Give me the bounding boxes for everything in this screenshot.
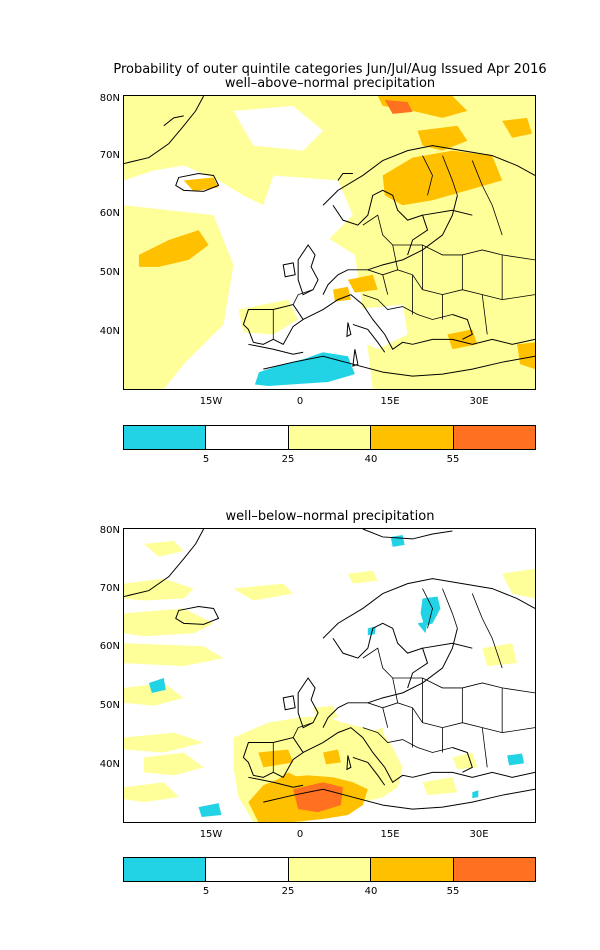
colorbar-seg-lt5 xyxy=(124,858,207,881)
lon-label-15w: 15W xyxy=(199,396,223,407)
prob-shading xyxy=(124,96,535,389)
colorbar-below xyxy=(123,857,536,882)
colorbar-label-25: 25 xyxy=(281,886,295,897)
lat-label-60n: 60N xyxy=(99,641,120,652)
colorbar-seg-25-40 xyxy=(288,858,372,881)
colorbar-label-55: 55 xyxy=(446,886,460,897)
lat-label-80n: 80N xyxy=(99,525,120,536)
colorbar-seg-5-25 xyxy=(206,858,289,881)
lat-label-40n: 40N xyxy=(99,326,120,337)
colorbar-seg-gt55 xyxy=(453,426,536,449)
colorbar-label-5: 5 xyxy=(202,886,210,897)
colorbar-label-40: 40 xyxy=(364,886,378,897)
panel-below-subtitle: well–below–normal precipitation xyxy=(225,509,435,524)
colorbar-label-40: 40 xyxy=(364,454,378,465)
colorbar-seg-40-55 xyxy=(371,426,454,449)
lat-label-50n: 50N xyxy=(99,267,120,278)
colorbar-seg-lt5 xyxy=(124,426,207,449)
map-below xyxy=(123,528,536,823)
colorbar-above xyxy=(123,425,536,450)
lat-label-50n: 50N xyxy=(99,700,120,711)
map-above xyxy=(123,95,536,390)
colorbar-seg-25-40 xyxy=(288,426,372,449)
lon-label-15e: 15E xyxy=(380,396,400,407)
borders xyxy=(272,155,535,340)
lat-label-70n: 70N xyxy=(99,583,120,594)
colorbar-seg-40-55 xyxy=(371,858,454,881)
panel-above-subtitle: well–above–normal precipitation xyxy=(224,76,436,91)
lon-label-15e: 15E xyxy=(380,829,400,840)
lat-label-80n: 80N xyxy=(99,93,120,104)
colorbar-label-5: 5 xyxy=(202,454,210,465)
coastlines xyxy=(124,96,535,377)
colorbar-seg-gt55 xyxy=(453,858,536,881)
lon-label-0: 0 xyxy=(296,396,304,407)
lon-label-30e: 30E xyxy=(469,829,489,840)
prob-shading xyxy=(124,534,535,822)
borders xyxy=(272,588,535,773)
figure-title: Probability of outer quintile categories… xyxy=(113,62,547,77)
lat-label-40n: 40N xyxy=(99,759,120,770)
lon-label-30e: 30E xyxy=(469,396,489,407)
lat-label-70n: 70N xyxy=(99,150,120,161)
coastlines xyxy=(124,529,535,810)
colorbar-label-55: 55 xyxy=(446,454,460,465)
lon-label-15w: 15W xyxy=(199,829,223,840)
colorbar-label-25: 25 xyxy=(281,454,295,465)
lon-label-0: 0 xyxy=(296,829,304,840)
lat-label-60n: 60N xyxy=(99,208,120,219)
colorbar-seg-5-25 xyxy=(206,426,289,449)
